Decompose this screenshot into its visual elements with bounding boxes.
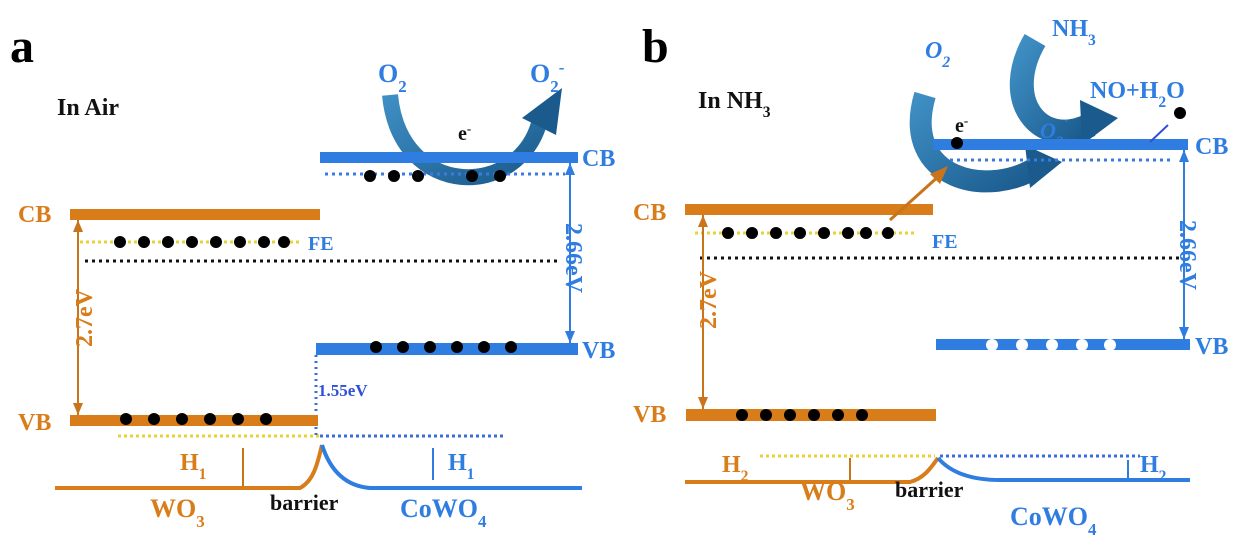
wo3: WO3: [150, 494, 205, 531]
label-part: O: [378, 59, 398, 88]
label-part: VB: [582, 338, 615, 364]
label-part: 2.7eV: [72, 288, 98, 347]
label-part: O: [925, 38, 942, 64]
cb-cowo4: CB: [1195, 134, 1228, 160]
label-part: 3: [763, 104, 771, 121]
gap-wo3: 2.7eV: [72, 288, 98, 347]
label-part: VB: [1195, 334, 1228, 360]
label-part: -: [559, 58, 565, 77]
h-wo3: H2: [722, 452, 749, 485]
label-part: 2: [1158, 94, 1166, 111]
label-part: e: [955, 115, 964, 137]
label-part: 4: [1088, 520, 1097, 535]
cb-wo3: CB: [633, 200, 666, 226]
label-part: FE: [308, 233, 334, 255]
label-part: O: [1040, 118, 1056, 143]
label-part: 3: [196, 512, 204, 531]
label-part: 1: [199, 466, 207, 483]
label-part: FE: [932, 231, 958, 253]
label-part: -: [467, 121, 471, 136]
label-part: O: [530, 59, 550, 88]
label-part: 2: [398, 77, 406, 96]
cowo4: CoWO4: [1010, 502, 1097, 535]
label-part: 1.55eV: [318, 381, 368, 400]
h-wo3: H1: [180, 450, 206, 483]
gap-cowo4: 2.66eV: [1174, 220, 1200, 291]
label-part: H: [1140, 452, 1159, 478]
fermi-level: FE: [308, 233, 334, 255]
label-part: e: [458, 123, 467, 145]
label-part: WO: [150, 494, 196, 523]
panel-letter: a: [10, 20, 34, 73]
o2-minus: O2-: [530, 58, 564, 96]
label-part: CB: [18, 202, 51, 228]
products: NO+H2O: [1090, 78, 1185, 111]
barrier: barrier: [895, 477, 964, 502]
label-part: VB: [633, 402, 666, 428]
label-part: 2: [1055, 134, 1063, 150]
nh3: NH3: [1052, 16, 1096, 49]
h-cowo4: H1: [448, 450, 474, 483]
label-part: 1: [467, 466, 475, 483]
o2: O2: [378, 59, 407, 96]
label-part: 3: [1088, 32, 1096, 49]
label-part: 2: [741, 468, 749, 485]
label-part: NO+H: [1090, 78, 1159, 104]
vb-cowo4: VB: [1195, 334, 1228, 360]
label-part: 4: [478, 512, 487, 531]
cb-cowo4: CB: [582, 146, 615, 172]
label-part: In NH: [698, 88, 763, 114]
label-part: NH: [1052, 16, 1088, 42]
label-part: O: [1166, 78, 1185, 104]
condition: In NH3: [698, 88, 771, 121]
band-diagram: aIn AirO2O2-e-CBCBFE2.7eV2.66eVVBVB1.55e…: [0, 0, 1244, 535]
label-part: VB: [18, 410, 51, 436]
label-part: `: [1063, 118, 1068, 134]
label-part: CoWO: [400, 494, 478, 523]
label-part: barrier: [895, 477, 964, 502]
label-part: CB: [1195, 134, 1228, 160]
o2: O2: [925, 38, 950, 71]
label-part: 3: [846, 495, 854, 514]
condition: In Air: [57, 95, 119, 121]
label-part: In Air: [57, 95, 119, 121]
label-part: CoWO: [1010, 502, 1088, 531]
vb-cowo4: VB: [582, 338, 615, 364]
electron: e-: [458, 121, 471, 146]
label-part: H: [448, 450, 467, 476]
gap-wo3: 2.7eV: [696, 270, 722, 329]
offset: 1.55eV: [318, 381, 368, 400]
label-part: -: [964, 113, 968, 128]
label-part: H: [722, 452, 741, 478]
label-part: barrier: [270, 490, 339, 515]
barrier: barrier: [270, 490, 339, 515]
electron: e-: [955, 113, 968, 138]
cb-wo3: CB: [18, 202, 51, 228]
label-part: WO: [800, 477, 846, 506]
gap-cowo4: 2.66eV: [560, 223, 586, 294]
fermi-level: FE: [932, 231, 958, 253]
vb-wo3: VB: [18, 410, 51, 436]
label-part: 2: [1159, 468, 1167, 485]
label-part: CB: [633, 200, 666, 226]
panel-a-shapes: [55, 88, 582, 488]
label-part: 2.7eV: [696, 270, 722, 329]
label-part: 2: [941, 54, 950, 71]
label-part: 2.66eV: [1174, 220, 1200, 291]
cowo4: CoWO4: [400, 494, 487, 531]
label-part: H: [180, 450, 199, 476]
vb-wo3: VB: [633, 402, 666, 428]
panel-letter: b: [642, 20, 669, 73]
label-part: CB: [582, 146, 615, 172]
label-part: 2.66eV: [560, 223, 586, 294]
label-part: 2: [550, 77, 558, 96]
